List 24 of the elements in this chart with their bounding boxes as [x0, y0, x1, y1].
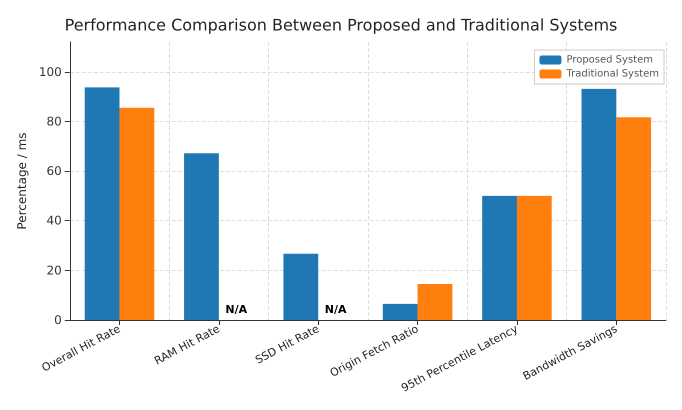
x-tick-label: RAM Hit Rate	[152, 322, 222, 368]
y-tick-label: 40	[46, 214, 62, 228]
x-tick-label: SSD Hit Rate	[253, 322, 322, 367]
bar	[184, 153, 219, 320]
annotation: N/A	[225, 303, 248, 316]
y-tick-label: 60	[46, 164, 62, 178]
y-tick-label: 20	[46, 263, 62, 278]
bar	[582, 88, 616, 320]
annotation: N/A	[324, 303, 347, 316]
bar	[418, 284, 452, 320]
y-tick-label: 100	[38, 64, 62, 79]
legend-label: Traditional System	[565, 68, 660, 80]
bar	[119, 108, 154, 320]
y-tick-label: 80	[46, 114, 62, 128]
bar	[616, 117, 652, 320]
bar	[382, 304, 418, 320]
bar	[482, 196, 517, 320]
y-axis-title: Percentage / ms	[15, 132, 29, 230]
bar	[84, 87, 120, 320]
bar	[516, 196, 552, 320]
y-tick-label: 0	[54, 313, 62, 327]
legend-label: Proposed System	[566, 54, 653, 66]
chart-title: Performance Comparison Between Proposed and Traditional Systems	[64, 16, 618, 34]
bar	[283, 254, 318, 320]
